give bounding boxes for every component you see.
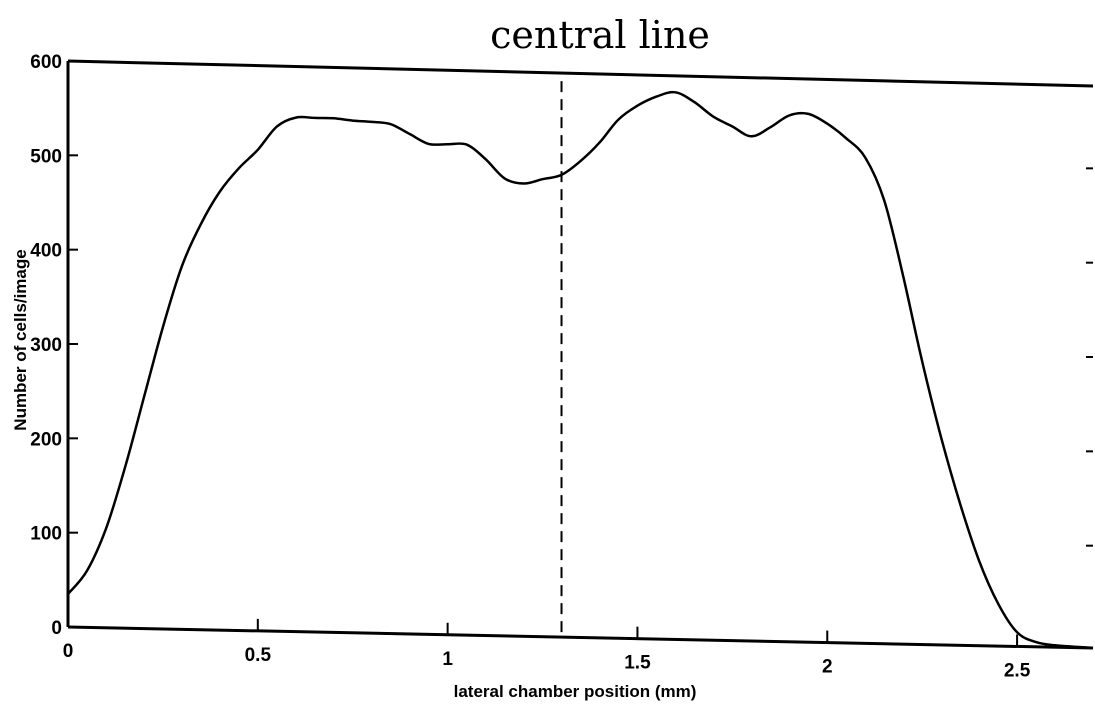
x-tick-label: 0 <box>63 641 74 662</box>
right-axis-ticks <box>1086 167 1093 547</box>
y-tick-label: 600 <box>30 52 62 73</box>
series-line <box>67 90 1094 650</box>
frame-top <box>67 59 1094 88</box>
x-tick-label: 0.5 <box>245 645 272 666</box>
x-tick-label: 2.5 <box>1004 660 1031 681</box>
series-group <box>67 90 1094 650</box>
chart-title: central line <box>490 13 710 57</box>
frame-bottom <box>67 625 1094 650</box>
y-tick-label: 200 <box>30 429 62 450</box>
plot-frame <box>66 59 1094 650</box>
y-tick-label: 100 <box>30 524 62 545</box>
x-tick-label: 1 <box>442 649 453 670</box>
y-axis-label: Number of cells/image <box>11 249 30 430</box>
x-tick-label: 2 <box>822 657 833 678</box>
y-tick-label: 0 <box>51 618 62 639</box>
y-axis-ticks: 0 100 200 300 400 500 600 <box>30 52 78 639</box>
y-tick-label: 400 <box>30 241 62 262</box>
y-tick-label: 300 <box>30 335 62 356</box>
x-tick-label: 1.5 <box>624 653 651 674</box>
x-axis-label: lateral chamber position (mm) <box>454 682 697 701</box>
y-tick-label: 500 <box>30 146 62 167</box>
x-axis-ticks: 0 0.5 1 1.5 2 2.5 <box>63 615 1031 681</box>
